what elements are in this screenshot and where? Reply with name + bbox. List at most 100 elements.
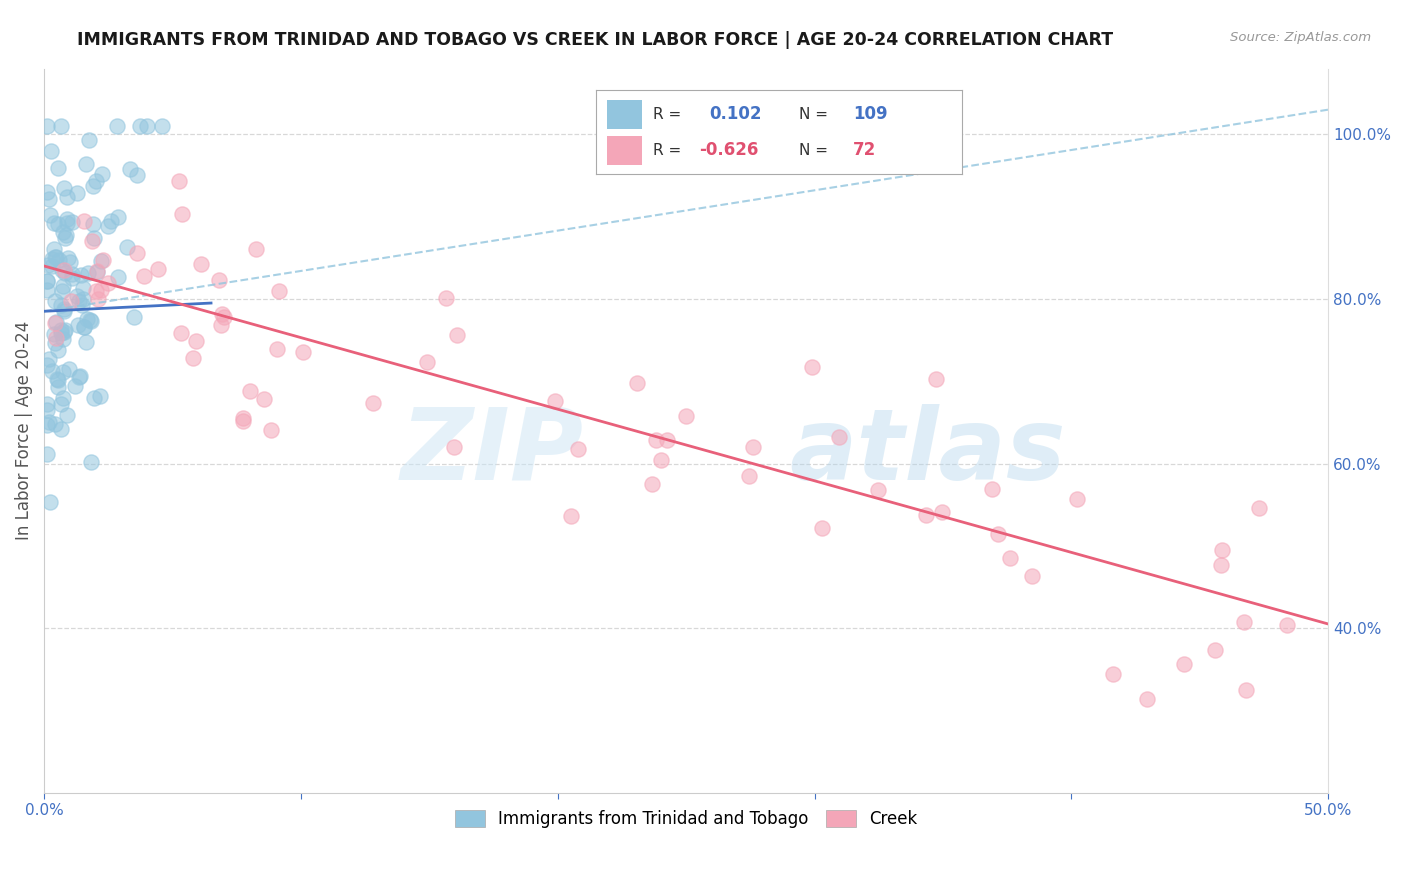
Point xyxy=(51,284,73,298)
Point xyxy=(172,207,194,221)
Point xyxy=(73,319,96,334)
Point xyxy=(811,521,834,535)
Point xyxy=(434,291,457,305)
Point xyxy=(208,272,231,286)
Point xyxy=(46,372,69,386)
Point xyxy=(1173,657,1195,671)
Point xyxy=(89,389,111,403)
Point xyxy=(66,186,89,200)
Point xyxy=(48,252,70,267)
Point xyxy=(122,310,145,325)
Point xyxy=(987,527,1010,541)
FancyBboxPatch shape xyxy=(606,100,643,128)
Point xyxy=(42,242,65,256)
Point xyxy=(46,217,69,231)
Y-axis label: In Labor Force | Age 20-24: In Labor Force | Age 20-24 xyxy=(15,321,32,541)
Point xyxy=(51,298,73,312)
Point xyxy=(35,447,58,461)
Point xyxy=(90,254,112,268)
Point xyxy=(1234,683,1257,698)
Point xyxy=(84,285,107,299)
Point xyxy=(82,217,104,231)
Point xyxy=(544,394,567,409)
Point xyxy=(35,119,58,133)
Point xyxy=(52,301,75,316)
Point xyxy=(260,423,283,437)
Point xyxy=(35,185,58,199)
Point xyxy=(83,231,105,245)
Point xyxy=(51,326,73,340)
Point xyxy=(1247,501,1270,516)
Point xyxy=(35,402,58,417)
Point xyxy=(53,325,76,339)
Point xyxy=(253,392,276,406)
Point xyxy=(56,212,79,227)
Point xyxy=(67,293,90,308)
Text: -0.626: -0.626 xyxy=(699,141,758,160)
Point xyxy=(72,281,94,295)
Point xyxy=(72,292,94,306)
Point xyxy=(66,289,89,303)
Point xyxy=(35,417,58,432)
Point xyxy=(239,384,262,399)
Point xyxy=(45,315,67,329)
Point xyxy=(41,260,63,274)
Point xyxy=(63,378,86,392)
Point xyxy=(83,392,105,406)
Point xyxy=(292,345,315,359)
Point xyxy=(266,342,288,356)
Point xyxy=(741,440,763,454)
Point xyxy=(35,274,58,288)
Point xyxy=(69,369,91,384)
Point xyxy=(46,373,69,387)
Point xyxy=(45,331,67,345)
Point xyxy=(232,411,254,425)
Point xyxy=(35,284,58,298)
Point xyxy=(657,434,679,448)
Point xyxy=(211,307,233,321)
Point xyxy=(52,332,75,346)
Point xyxy=(560,509,582,524)
Text: 72: 72 xyxy=(853,141,876,160)
Point xyxy=(56,408,79,422)
Point xyxy=(1101,666,1123,681)
Point xyxy=(361,395,384,409)
Point xyxy=(53,263,76,277)
Point xyxy=(59,294,82,309)
Point xyxy=(267,284,290,298)
Point xyxy=(80,454,103,468)
Point xyxy=(1136,692,1159,706)
Point xyxy=(49,119,72,133)
Point xyxy=(52,279,75,293)
Point xyxy=(150,119,173,133)
Point xyxy=(650,453,672,467)
Point xyxy=(56,252,79,266)
Point xyxy=(146,262,169,277)
Point xyxy=(58,362,80,376)
Point xyxy=(75,157,97,171)
Point xyxy=(190,257,212,271)
Point xyxy=(80,234,103,248)
Point xyxy=(1211,542,1233,557)
Point xyxy=(53,230,76,244)
Point xyxy=(44,293,66,308)
Point xyxy=(127,245,149,260)
Point xyxy=(41,252,63,266)
Point xyxy=(91,252,114,267)
Point xyxy=(42,326,65,341)
Point xyxy=(39,209,62,223)
Point xyxy=(79,313,101,327)
Point xyxy=(90,283,112,297)
Point xyxy=(60,270,83,285)
Point xyxy=(107,270,129,285)
Point xyxy=(60,215,83,229)
Point xyxy=(626,376,648,391)
Point xyxy=(52,225,75,239)
Point xyxy=(169,173,191,187)
Point xyxy=(91,167,114,181)
Point xyxy=(35,358,58,372)
Text: 0.102: 0.102 xyxy=(709,105,762,123)
Point xyxy=(38,351,60,366)
Point xyxy=(73,213,96,227)
Point xyxy=(134,269,156,284)
